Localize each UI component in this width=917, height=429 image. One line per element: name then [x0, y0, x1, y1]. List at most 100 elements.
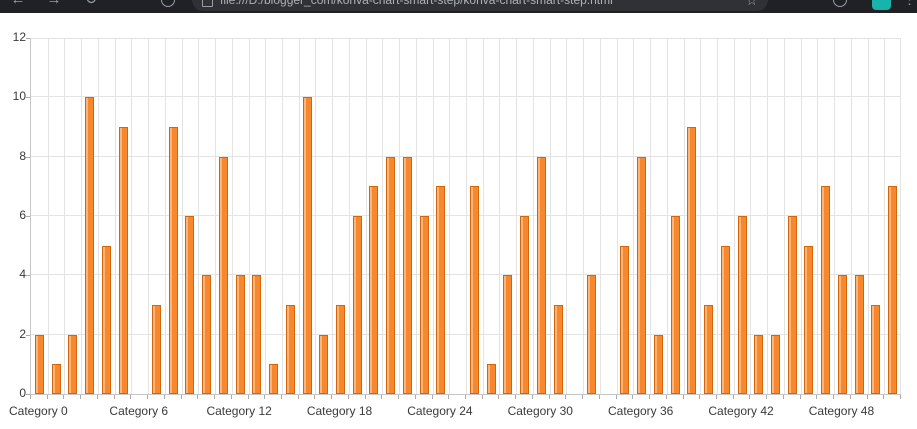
y-axis-label-2: 2: [19, 326, 26, 341]
x-axis-tick: [531, 395, 533, 399]
gridline-x-3: [81, 38, 83, 394]
bar-category-42: [737, 216, 747, 394]
gridline-x-43: [750, 38, 752, 394]
url-text[interactable]: file:///D:/blogger_com/konva-chart-smart…: [220, 0, 613, 7]
gridline-x-11: [215, 38, 217, 394]
x-axis-label-42: Category 42: [708, 404, 774, 418]
home-icon[interactable]: [161, 0, 175, 7]
bar-category-30: [536, 156, 546, 394]
bar-category-24: [436, 186, 446, 394]
address-bar[interactable]: file:///D:/blogger_com/konva-chart-smart…: [192, 0, 768, 11]
gridline-x-8: [164, 38, 166, 394]
x-axis-tick: [180, 395, 182, 399]
forward-icon[interactable]: →: [44, 0, 64, 12]
y-axis-label-8: 8: [19, 148, 26, 163]
x-axis-tick: [130, 395, 132, 399]
x-axis-tick: [147, 395, 149, 399]
x-axis-label-30: Category 30: [507, 404, 573, 418]
bar-category-0: [34, 334, 44, 394]
x-axis-tick: [247, 395, 249, 399]
bar-category-1: [51, 364, 61, 394]
gridline-x-9: [181, 38, 183, 394]
menu-icon[interactable]: ⋮: [903, 0, 916, 12]
x-axis-tick: [883, 395, 885, 399]
gridline-x-13: [248, 38, 250, 394]
x-axis-label-18: Category 18: [306, 404, 373, 418]
bar-category-47: [821, 186, 831, 394]
gridline-x-46: [800, 38, 802, 394]
bar-category-33: [586, 275, 596, 394]
x-axis-tick: [113, 395, 115, 399]
gridline-x-28: [499, 38, 501, 394]
bar-category-11: [218, 156, 228, 394]
back-icon[interactable]: ←: [8, 0, 28, 12]
gridline-x-49: [850, 38, 852, 394]
gridline-x-6: [131, 38, 133, 394]
bar-category-17: [319, 334, 329, 394]
gridline-x-5: [114, 38, 116, 394]
x-axis-tick: [565, 395, 567, 399]
y-axis-tick: [26, 394, 30, 395]
bar-category-8: [168, 127, 178, 394]
y-axis-tick: [26, 97, 30, 99]
x-axis-tick: [314, 395, 316, 399]
bar-category-9: [185, 216, 195, 394]
bar-category-36: [637, 156, 647, 394]
gridline-x-12: [231, 38, 233, 394]
x-axis-label-12: Category 12: [206, 404, 272, 418]
x-axis-tick: [849, 395, 851, 399]
gridline-x-44: [767, 38, 769, 394]
x-axis-tick: [80, 395, 82, 399]
bar-category-50: [871, 305, 881, 394]
gridline-x-23: [415, 38, 417, 394]
gridline-x-19: [348, 38, 350, 394]
x-axis-label-6: Category 6: [109, 404, 169, 418]
bar-category-29: [520, 216, 530, 394]
gridline-x-16: [298, 38, 300, 394]
x-axis-tick: [816, 395, 818, 399]
bookmark-star-icon[interactable]: ☆: [745, 0, 758, 9]
x-axis-tick: [197, 395, 199, 399]
x-axis-tick: [598, 395, 600, 399]
x-axis-tick: [297, 395, 299, 399]
bar-category-31: [553, 305, 563, 394]
x-axis-label-48: Category 48: [808, 404, 875, 418]
bar-category-22: [402, 156, 412, 394]
x-axis-tick: [465, 395, 466, 399]
bar-category-10: [202, 275, 212, 394]
x-axis-tick: [900, 395, 901, 399]
gridline-x-37: [650, 38, 652, 394]
gridline-x-40: [700, 38, 702, 394]
gridline-x-35: [616, 38, 618, 394]
x-axis-tick: [431, 395, 433, 399]
gridline-x-7: [148, 38, 150, 394]
avatar-badge[interactable]: [872, 0, 891, 10]
bar-category-20: [369, 186, 379, 394]
bar-category-12: [235, 275, 245, 394]
x-axis-tick: [481, 395, 483, 399]
gridline-x-2: [64, 38, 66, 394]
bar-category-5: [118, 127, 128, 394]
gridline-x-33: [583, 38, 585, 394]
bar-category-2: [68, 334, 78, 394]
x-axis-tick: [347, 395, 349, 399]
gridline-x-22: [399, 38, 401, 394]
bar-category-39: [687, 127, 697, 394]
y-axis-label-10: 10: [12, 89, 26, 104]
gridline-x-26: [466, 38, 467, 394]
x-axis-tick: [498, 395, 500, 399]
profile-icon[interactable]: [833, 0, 847, 7]
bar-category-40: [704, 305, 714, 394]
gridline-x-18: [332, 38, 334, 394]
bar-category-23: [419, 216, 429, 394]
bar-category-13: [252, 275, 262, 394]
gridline-x-42: [733, 38, 735, 394]
gridline-x-1: [47, 38, 49, 394]
y-axis-label-4: 4: [19, 267, 26, 282]
bar-category-4: [101, 245, 111, 394]
reload-icon[interactable]: ↻: [81, 0, 101, 12]
gridline-x-52: [900, 38, 901, 394]
gridline-x-15: [281, 38, 283, 394]
gridline-x-51: [884, 38, 886, 394]
x-axis-tick: [715, 395, 717, 399]
